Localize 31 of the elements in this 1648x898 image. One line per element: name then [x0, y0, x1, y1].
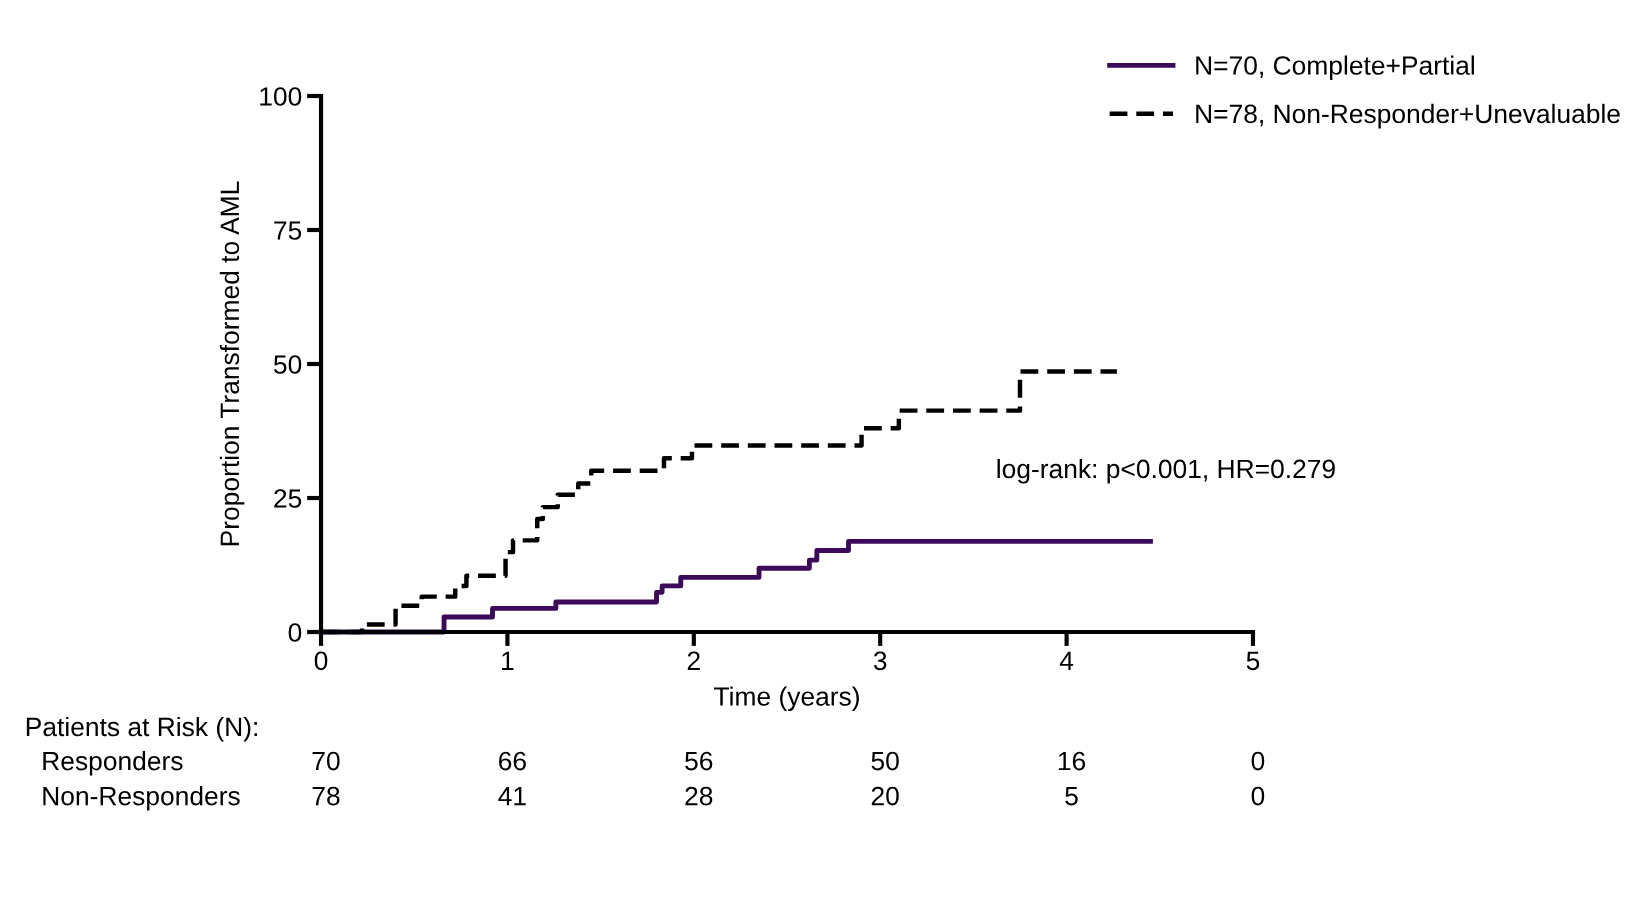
text: Non-Responders [43, 786, 240, 811]
text: Patients at Risk (N): [26, 716, 257, 742]
x-tick-label: 0 [314, 651, 328, 671]
x-tick-label: 1 [502, 651, 514, 670]
y-tick-label: 75 [274, 221, 302, 240]
y-tick-label: 0 [288, 623, 302, 642]
annotation: log-rank: p<0.001, HR=0.279 [997, 458, 1335, 484]
legend-label: N=78, Non-Responder+Unevaluable [1196, 103, 1620, 129]
text: Responders [43, 751, 183, 776]
x-tick-label: 3 [873, 651, 887, 671]
text: 50 [871, 751, 899, 771]
text: 5 [1065, 786, 1078, 806]
text: 0 [1251, 786, 1265, 806]
text: 70 [312, 751, 340, 771]
text: 78 [312, 786, 340, 806]
x-tick-label: 5 [1246, 651, 1260, 671]
legend-label: N=70, Complete+Partial [1196, 55, 1474, 81]
text: 41 [498, 786, 526, 806]
x-tick-label: 4 [1059, 651, 1074, 670]
x-tick-label: 2 [687, 651, 700, 670]
y-tick-label: 25 [274, 489, 302, 508]
text: 0 [1251, 751, 1265, 771]
y-tick-label: 100 [260, 87, 302, 106]
text: 56 [685, 751, 713, 771]
y-axis-title: Proportion Transformed to AML [219, 181, 245, 546]
text: 16 [1058, 751, 1086, 771]
text: 66 [499, 751, 526, 771]
text: 28 [685, 786, 713, 806]
y-tick-label: 50 [273, 355, 302, 374]
x-axis-title: Time (years) [714, 686, 859, 712]
text: 20 [871, 786, 899, 806]
